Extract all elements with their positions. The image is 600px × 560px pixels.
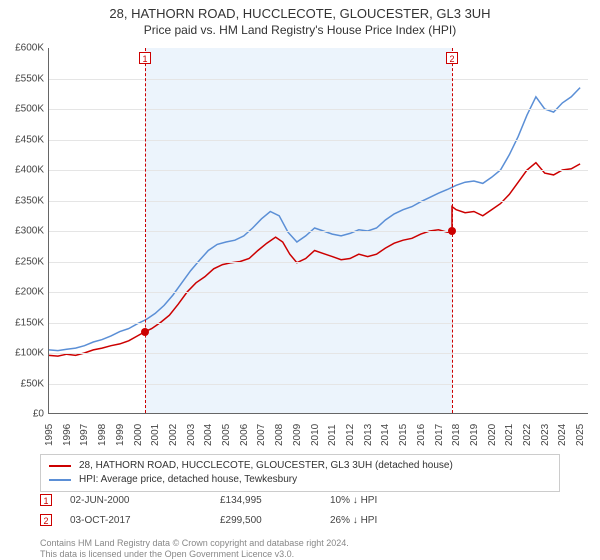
gridline-h	[49, 353, 588, 354]
x-tick-label: 2009	[292, 424, 303, 446]
y-tick-label: £350K	[4, 195, 44, 206]
gridline-h	[49, 201, 588, 202]
y-tick-label: £400K	[4, 165, 44, 176]
legend-item-hpi: HPI: Average price, detached house, Tewk…	[49, 473, 551, 487]
x-tick-label: 1996	[62, 424, 73, 446]
x-tick-label: 2010	[310, 424, 321, 446]
x-tick-label: 2013	[363, 424, 374, 446]
y-tick-label: £100K	[4, 348, 44, 359]
x-tick-label: 2018	[451, 424, 462, 446]
transaction-row-2: 2 03-OCT-2017 £299,500 26% ↓ HPI	[40, 514, 560, 526]
x-tick-label: 2012	[345, 424, 356, 446]
y-tick-label: £0	[4, 409, 44, 420]
legend-item-property: 28, HATHORN ROAD, HUCCLECOTE, GLOUCESTER…	[49, 459, 551, 473]
series-hpi	[49, 88, 580, 351]
gridline-h	[49, 140, 588, 141]
y-tick-label: £600K	[4, 43, 44, 54]
x-tick-label: 2006	[239, 424, 250, 446]
x-tick-label: 2017	[434, 424, 445, 446]
transaction-date-2: 03-OCT-2017	[70, 515, 220, 526]
transaction-row-1: 1 02-JUN-2000 £134,995 10% ↓ HPI	[40, 494, 560, 506]
chart-title-block: 28, HATHORN ROAD, HUCCLECOTE, GLOUCESTER…	[0, 0, 600, 37]
transaction-date-1: 02-JUN-2000	[70, 495, 220, 506]
data-point-dot	[141, 328, 149, 336]
footer-attribution: Contains HM Land Registry data © Crown c…	[40, 538, 349, 560]
x-tick-label: 2003	[186, 424, 197, 446]
gridline-h	[49, 231, 588, 232]
transaction-marker-1: 1	[40, 494, 52, 506]
x-tick-label: 2023	[540, 424, 551, 446]
y-tick-label: £450K	[4, 134, 44, 145]
event-marker-box: 2	[446, 52, 458, 64]
x-tick-label: 2015	[398, 424, 409, 446]
transaction-price-2: £299,500	[220, 515, 330, 526]
x-tick-label: 2002	[168, 424, 179, 446]
title-line1: 28, HATHORN ROAD, HUCCLECOTE, GLOUCESTER…	[0, 6, 600, 21]
transaction-price-1: £134,995	[220, 495, 330, 506]
gridline-h	[49, 262, 588, 263]
x-tick-label: 2004	[203, 424, 214, 446]
footer-line2: This data is licensed under the Open Gov…	[40, 549, 294, 559]
x-tick-label: 1999	[115, 424, 126, 446]
gridline-h	[49, 79, 588, 80]
x-tick-label: 2020	[487, 424, 498, 446]
x-tick-label: 1997	[79, 424, 90, 446]
y-tick-label: £50K	[4, 378, 44, 389]
series-property	[49, 163, 580, 356]
event-vline	[145, 48, 146, 413]
y-tick-label: £300K	[4, 226, 44, 237]
gridline-h	[49, 109, 588, 110]
x-tick-label: 2005	[221, 424, 232, 446]
legend-label-property: 28, HATHORN ROAD, HUCCLECOTE, GLOUCESTER…	[79, 459, 453, 473]
x-tick-label: 2007	[256, 424, 267, 446]
legend-label-hpi: HPI: Average price, detached house, Tewk…	[79, 473, 297, 487]
x-tick-label: 2021	[504, 424, 515, 446]
x-tick-label: 2025	[575, 424, 586, 446]
data-point-dot	[448, 227, 456, 235]
x-tick-label: 2011	[327, 424, 338, 446]
y-tick-label: £200K	[4, 287, 44, 298]
y-tick-label: £500K	[4, 104, 44, 115]
x-tick-label: 2024	[557, 424, 568, 446]
legend-swatch-hpi	[49, 479, 71, 481]
x-tick-label: 1995	[44, 424, 55, 446]
x-tick-label: 1998	[97, 424, 108, 446]
gridline-h	[49, 292, 588, 293]
footer-line1: Contains HM Land Registry data © Crown c…	[40, 538, 349, 548]
title-line2: Price paid vs. HM Land Registry's House …	[0, 23, 600, 37]
x-tick-label: 2022	[522, 424, 533, 446]
x-tick-label: 2019	[469, 424, 480, 446]
gridline-h	[49, 170, 588, 171]
x-tick-label: 2014	[380, 424, 391, 446]
x-tick-label: 2001	[150, 424, 161, 446]
legend-box: 28, HATHORN ROAD, HUCCLECOTE, GLOUCESTER…	[40, 454, 560, 492]
x-tick-label: 2008	[274, 424, 285, 446]
x-tick-label: 2016	[416, 424, 427, 446]
gridline-h	[49, 323, 588, 324]
y-tick-label: £150K	[4, 317, 44, 328]
legend-swatch-property	[49, 465, 71, 467]
event-marker-box: 1	[139, 52, 151, 64]
y-tick-label: £550K	[4, 73, 44, 84]
transaction-marker-2: 2	[40, 514, 52, 526]
transaction-delta-1: 10% ↓ HPI	[330, 495, 440, 506]
chart-plot-area: 12	[48, 48, 588, 414]
gridline-h	[49, 384, 588, 385]
y-tick-label: £250K	[4, 256, 44, 267]
transaction-delta-2: 26% ↓ HPI	[330, 515, 440, 526]
x-tick-label: 2000	[133, 424, 144, 446]
